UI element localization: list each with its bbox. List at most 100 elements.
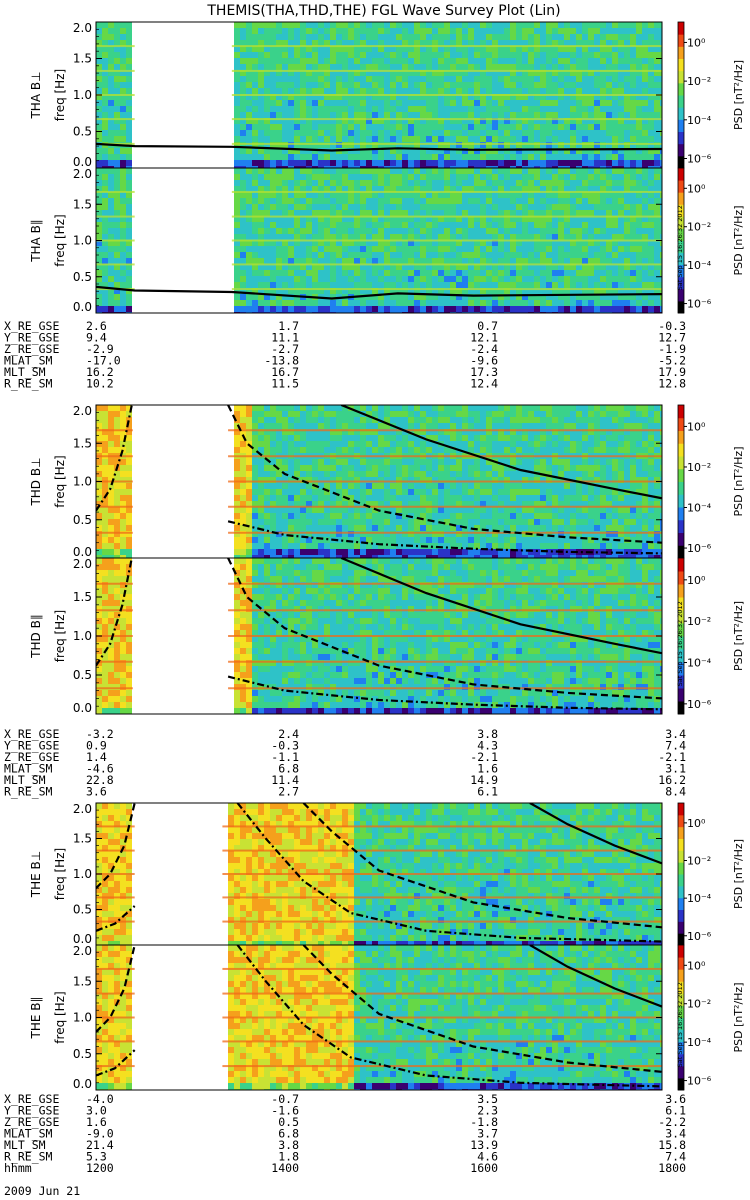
timestamp: Sat Sep 15 16:26:32 2012 [676,601,684,686]
harmonic-line [96,429,133,432]
harmonic-line [222,849,662,852]
y-tick-label: 0.0 [73,1077,92,1091]
colorbar-tick-label: 10⁻⁶ [687,153,712,166]
colorbar-frame [677,167,685,314]
harmonic-line [222,992,662,995]
colorbar-label: PSD [nT²/Hz] [732,839,745,909]
colorbar-swatch [678,610,684,624]
colorbar-swatch [678,803,684,816]
date-label: 2009 Jun 21 [4,1184,80,1198]
ephemeris-value: 1.6 [477,762,498,776]
colorbar-tick-label: 10⁻² [687,998,711,1011]
colorbar-tick-label: 10⁻⁶ [687,930,712,943]
y-tick-label: 0.5 [73,270,92,284]
ephemeris-value: 11.1 [271,331,299,345]
y-axis-units: freq [Hz] [53,848,67,900]
ephemeris-value: 0.7 [477,319,498,333]
ephemeris-value: -2.2 [658,1115,686,1129]
harmonic-line [96,45,135,48]
ephemeris-value: -9.6 [470,354,498,368]
ephemeris-value: 3.1 [665,762,686,776]
y-tick-label: 0.0 [73,300,92,314]
spectrogram-panel: 0.0 0.5 1.0 1.5 2.0 THD B∥ freq [Hz] 10⁰ 10⁻² 10⁻… [29,557,745,715]
y-axis-label: THE B⊥ [29,851,43,898]
harmonic-line [96,263,135,266]
y-axis-units: freq [Hz] [53,214,67,266]
ephemeris-value: -13.8 [264,354,299,368]
spectrogram-image [96,558,662,714]
y-axis-units: freq [Hz] [53,610,67,662]
ephemeris-label: MLT_SM [4,365,46,379]
harmonic-line [96,873,135,875]
colorbar-swatch [678,662,684,676]
harmonic-line [228,531,662,534]
colorbar-tick-label: 10⁰ [687,420,706,433]
colorbar-swatch [678,909,684,922]
ephemeris-block: X_RE_GSE 2.6 1.7 0.7 -0.3 Y_RE_GSE 9.4 11.1 12.1… [4,319,686,391]
y-axis-label: THD B⊥ [29,457,43,506]
harmonic-line [96,635,133,637]
harmonic-line [228,660,662,663]
colorbar-swatch [678,155,684,169]
y-axis-units: freq [Hz] [53,455,67,507]
harmonic-line [96,660,133,663]
spectrogram-panel: 0.0 0.5 1.0 1.5 2.0 THE B∥ freq [Hz] 10⁰ 10⁻² 10⁻… [29,944,745,1091]
colorbar: 10⁰ 10⁻² 10⁻⁴ 10⁻⁶ PSD [nT²/Hz] [677,21,745,169]
colorbar-swatch [678,814,684,828]
colorbar-swatch [678,1029,684,1043]
colorbar-swatch [678,264,684,278]
solid-overlay-curve [529,803,662,865]
y-axis-units: freq [Hz] [53,69,67,121]
ephemeris-value: 2.7 [278,785,299,799]
dashed-overlay-curve [302,945,662,1073]
ephemeris-value: 16.2 [658,773,686,787]
colorbar-swatch [678,1041,684,1055]
ephemeris-value: 2.4 [278,727,299,741]
colorbar-swatch [678,957,684,970]
colorbar-tick-label: 10⁻⁴ [687,259,712,272]
y-tick-label: 1.5 [73,436,92,450]
timestamp: Sat Sep 15 16:26:32 2012 [676,982,684,1067]
colorbar-swatch [678,468,684,482]
ephemeris-value: 6.1 [477,785,498,799]
colorbar-swatch [678,417,684,431]
dashed-overlay-curve [96,945,136,1033]
ephemeris-value: -1.9 [658,342,686,356]
colorbar-tick-label: 10⁻⁴ [687,1036,712,1049]
y-tick-label: 1.0 [73,234,92,248]
ephemeris-value: -2.1 [470,750,498,764]
ephemeris-label: MLT_SM [4,1138,46,1152]
ephemeris-block: X_RE_GSE -4.0 -0.7 3.5 3.6 Y_RE_GSE 3.0 -1.6 2.3… [4,1092,686,1175]
harmonic-line [231,288,662,291]
ephemeris-value: -5.2 [658,354,686,368]
harmonic-line [96,920,135,923]
ephemeris-value: 6.1 [665,1104,686,1118]
ephemeris-label: Z_RE_GSE [4,750,59,764]
harmonic-line [96,480,133,483]
ephemeris-value: -4.6 [86,762,114,776]
ephemeris-value: -2.9 [86,342,114,356]
ephemeris-value: 1.4 [86,750,107,764]
colorbar: 10⁰ 10⁻² 10⁻⁴ 10⁻⁶ PSD [nT²/Hz] Sat Sep 15 16… [676,167,745,314]
harmonic-line [222,873,662,875]
colorbar-swatch [678,131,684,145]
harmonic-line [228,455,662,458]
colorbar-tick-label: 10⁻⁴ [687,114,712,127]
colorbar-swatch [678,636,684,650]
ephemeris-label: Z_RE_GSE [4,342,59,356]
y-axis-label: THD B∥ [29,614,43,659]
colorbar-swatch [678,1005,684,1018]
colorbar-tick-label: 10⁻⁶ [687,542,712,555]
ephemeris-value: 1600 [470,1161,498,1175]
colorbar-swatch [678,862,684,875]
y-axis-label: THA B⊥ [29,71,43,119]
colorbar-swatch [678,507,684,521]
colorbar-swatch [678,649,684,663]
harmonic-line [96,239,135,242]
ephemeris-label: MLT_SM [4,773,46,787]
harmonic-line [96,896,135,899]
spectrogram-image [96,405,662,558]
harmonic-line [96,215,135,218]
y-tick-label: 0.0 [73,545,92,559]
harmonic-line [96,531,133,534]
